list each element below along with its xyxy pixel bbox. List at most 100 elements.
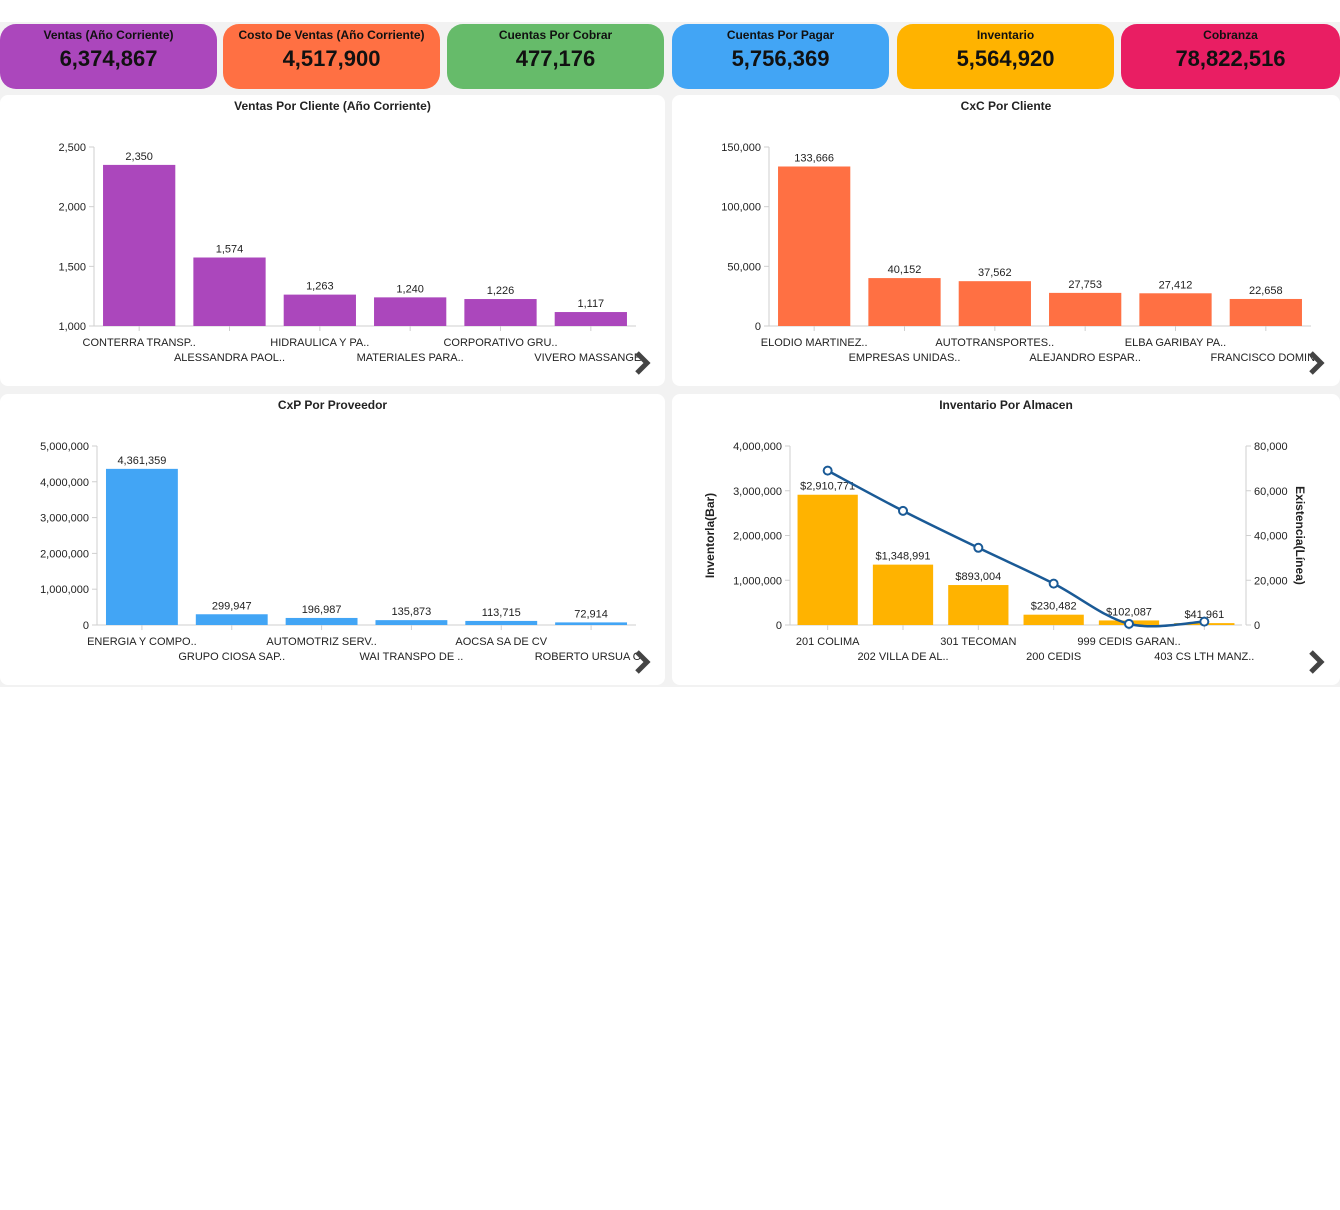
data-label: 135,873: [392, 606, 432, 618]
data-label: 22,658: [1249, 285, 1283, 297]
kpi-label: Cuentas Por Cobrar: [498, 28, 613, 42]
x-tick-label: 202 VILLA DE AL..: [857, 651, 948, 663]
chart-bar: [1229, 298, 1302, 326]
y-tick-label: 150,000: [721, 142, 761, 154]
x-tick-label: GRUPO CIOSA SAP..: [178, 651, 285, 663]
kpi-card-cuentas-por-cobrar[interactable]: Cuentas Por Cobrar 477,176: [447, 24, 664, 89]
y-tick-label: 4,000,000: [733, 441, 782, 453]
y-tick-label: 1,000,000: [40, 584, 89, 596]
y2-axis-title: Existencia(Línea): [1293, 486, 1307, 585]
data-label: $230,482: [1031, 601, 1077, 613]
y-tick-label: 2,000: [58, 202, 86, 214]
panel-inventario-por-almacen: Inventario Por Almacen 0 1,000,000 2,000,0…: [672, 394, 1340, 685]
chart-bar: [778, 166, 851, 326]
chart-bar: [1139, 293, 1212, 326]
data-label: 4,361,359: [117, 455, 166, 467]
panel-ventas-por-cliente: Ventas Por Cliente (Año Corriente) 1,000…: [0, 95, 665, 386]
chart-bar: [1023, 614, 1084, 625]
chart-bar: [797, 494, 858, 625]
chart-title: Ventas Por Cliente (Año Corriente): [234, 99, 431, 113]
data-label: 40,152: [888, 264, 922, 276]
chart-bar: [554, 312, 627, 326]
kpi-label: Ventas (Año Corriente): [43, 28, 174, 42]
y2-tick-label: 40,000: [1254, 531, 1288, 543]
line-point: [1048, 578, 1059, 589]
chart-bar: [948, 585, 1009, 625]
data-label: 27,412: [1159, 279, 1193, 291]
x-tick-label: AUTOTRANSPORTES..: [935, 337, 1054, 349]
kpi-card-cuentas-por-pagar[interactable]: Cuentas Por Pagar 5,756,369: [672, 24, 889, 89]
x-tick-label: ELBA GARIBAY PA..: [1125, 337, 1227, 349]
data-label: $41,961: [1184, 609, 1224, 621]
data-label: 1,226: [487, 285, 515, 297]
chart-bar: [465, 620, 538, 625]
y-tick-label: 1,500: [58, 261, 86, 273]
line-point: [973, 542, 984, 553]
x-tick-label: WAI TRANSPO DE ..: [359, 651, 463, 663]
y-tick-label: 3,000,000: [40, 513, 89, 525]
chevron-right-icon[interactable]: [632, 350, 654, 376]
y2-tick-label: 20,000: [1254, 575, 1288, 587]
kpi-value: 4,517,900: [282, 46, 381, 71]
x-tick-label: ALESSANDRA PAOL..: [174, 352, 285, 364]
y2-tick-label: 60,000: [1254, 486, 1288, 498]
y2-tick-label: 0: [1254, 620, 1260, 632]
kpi-card-ventas[interactable]: Ventas (Año Corriente) 6,374,867: [0, 24, 217, 89]
chevron-right-icon[interactable]: [1306, 350, 1328, 376]
y-tick-label: 5,000,000: [40, 441, 89, 453]
y-tick-label: 2,500: [58, 142, 86, 154]
data-label: 299,947: [212, 600, 252, 612]
inventario-chart: 0 1,000,000 2,000,000 3,000,000 4,000,000 $2,…: [703, 441, 1307, 663]
x-tick-label: ELODIO MARTINEZ..: [761, 337, 868, 349]
chart-bar: [868, 278, 941, 326]
chart-bar: [103, 164, 176, 326]
y-tick-label: 0: [83, 620, 89, 632]
ventas-chart: 1,000 1,500 2,000 2,500 2,350 CONTERRA TRANSP…: [58, 142, 647, 364]
data-label: $102,087: [1106, 606, 1152, 618]
x-tick-label: HIDRAULICA Y PA..: [270, 337, 369, 349]
chart-bar: [1049, 292, 1122, 326]
kpi-card-cobranza[interactable]: Cobranza 78,822,516: [1121, 24, 1340, 89]
chart-bar: [374, 297, 447, 326]
kpi-card-costo-ventas[interactable]: Costo De Ventas (Año Corriente) 4,517,90…: [223, 24, 440, 89]
chart-title: CxC Por Cliente: [960, 99, 1052, 113]
x-tick-label: AUTOMOTRIZ SERV..: [266, 636, 376, 648]
y-tick-label: 100,000: [721, 202, 761, 214]
data-label: 1,117: [577, 298, 604, 310]
kpi-value: 5,756,369: [731, 46, 830, 71]
y2-tick-label: 80,000: [1254, 441, 1288, 453]
chart-bar: [555, 622, 628, 625]
x-tick-label: CONTERRA TRANSP..: [83, 337, 196, 349]
y-axis-title: Inventorla(Bar): [703, 493, 717, 578]
chart-bar: [285, 617, 358, 625]
y-tick-label: 2,000,000: [733, 531, 782, 543]
data-label: 27,753: [1068, 279, 1102, 291]
data-label: 1,574: [216, 244, 244, 256]
y-tick-label: 0: [755, 321, 761, 333]
chevron-right-icon[interactable]: [632, 649, 654, 675]
data-label: 1,240: [396, 283, 424, 295]
data-label: 2,350: [125, 151, 153, 163]
chevron-right-icon[interactable]: [1306, 649, 1328, 675]
data-label: 1,263: [306, 281, 334, 293]
x-tick-label: FRANCISCO DOMIN..: [1211, 352, 1322, 364]
data-label: $1,348,991: [875, 551, 930, 563]
kpi-value: 78,822,516: [1175, 46, 1286, 71]
data-label: 113,715: [482, 607, 521, 619]
y-tick-label: 1,000,000: [733, 575, 782, 587]
data-label: 72,914: [574, 608, 608, 620]
data-label: 196,987: [302, 604, 342, 616]
chart-bar: [375, 620, 448, 625]
y-tick-label: 3,000,000: [733, 486, 782, 498]
chart-bar: [958, 281, 1031, 326]
line-point: [1199, 616, 1210, 627]
x-tick-label: ALEJANDRO ESPAR..: [1029, 352, 1141, 364]
kpi-card-inventario[interactable]: Inventario 5,564,920: [897, 24, 1114, 89]
panel-cxp-por-proveedor: CxP Por Proveedor 0 1,000,000 2,000,000 3,0…: [0, 394, 665, 685]
kpi-value: 5,564,920: [956, 46, 1055, 71]
y-tick-label: 0: [776, 620, 782, 632]
kpi-label: Cobranza: [1203, 28, 1258, 42]
x-tick-label: 999 CEDIS GARAN..: [1077, 636, 1180, 648]
data-label: 133,666: [794, 152, 834, 164]
kpi-value: 477,176: [515, 46, 596, 71]
